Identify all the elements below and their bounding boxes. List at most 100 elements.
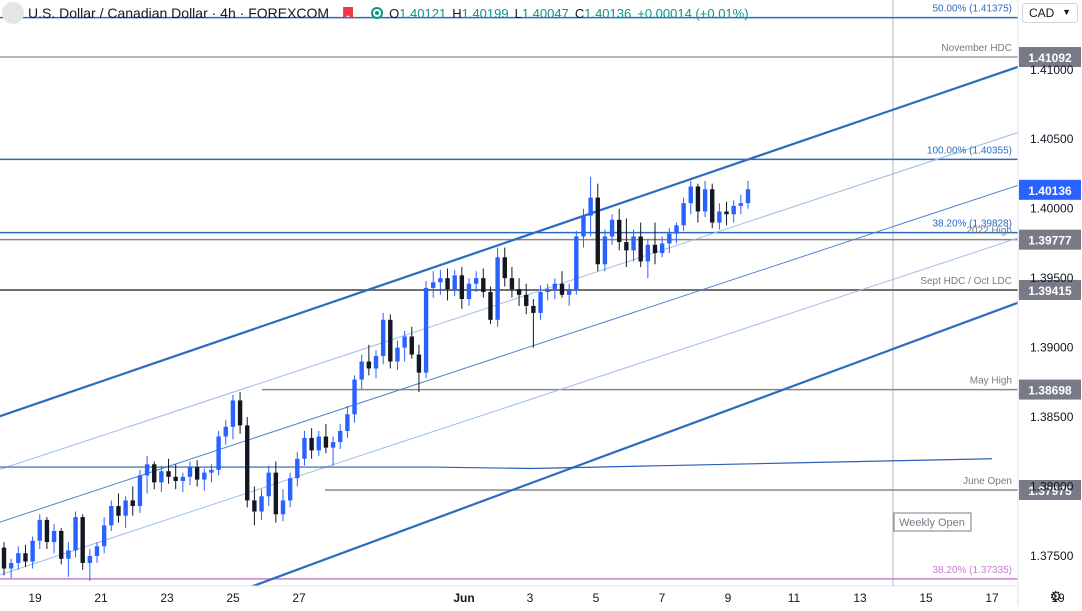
- candle-body: [466, 283, 472, 299]
- last-price-text: 1.40136: [1028, 184, 1072, 198]
- candle-body: [416, 354, 422, 373]
- channel-inner-upper-line: [0, 131, 1018, 470]
- y-tick-label: 1.39000: [1030, 341, 1074, 355]
- candle-body: [710, 189, 715, 223]
- price-tag-text: 1.39415: [1028, 284, 1072, 298]
- candle-body: [302, 437, 307, 459]
- candle-body: [745, 189, 751, 204]
- level-label: 38.20% (1.37335): [932, 565, 1012, 576]
- candle-body: [152, 464, 157, 483]
- y-tick-label: 1.40500: [1030, 132, 1074, 146]
- candle-body: [609, 219, 615, 237]
- level-label: November HDC: [941, 43, 1012, 54]
- candle-body: [44, 519, 50, 543]
- candle-body: [287, 478, 293, 501]
- candle-body: [695, 186, 701, 212]
- candle-body: [674, 225, 679, 234]
- candle-body: [94, 546, 100, 556]
- candle-body: [66, 550, 71, 559]
- x-tick-label: 23: [160, 591, 174, 605]
- candle-body: [202, 472, 207, 480]
- level-label: 38.20% (1.39828): [932, 219, 1012, 230]
- candle-body: [574, 236, 579, 290]
- x-tick-label: 17: [985, 591, 999, 605]
- level-label: 50.00% (1.41375): [932, 4, 1012, 15]
- tradingview-logo: [2, 2, 24, 24]
- price-tag-text: 1.41092: [1028, 51, 1072, 65]
- candle-body: [459, 275, 465, 299]
- low-label: L: [514, 5, 522, 21]
- channel-upper-line: [0, 65, 1018, 418]
- candle-body: [123, 500, 128, 516]
- candle-body: [280, 500, 286, 515]
- y-tick-label: 1.38000: [1030, 480, 1074, 494]
- flag-icon[interactable]: [343, 7, 354, 19]
- candle-body: [681, 203, 686, 226]
- price-tag-text: 1.39777: [1028, 234, 1072, 248]
- currency-selector[interactable]: CAD ▼: [1022, 3, 1078, 23]
- candle-body: [338, 430, 343, 443]
- candle-body: [245, 425, 250, 501]
- x-tick-label: 3: [527, 591, 534, 605]
- candle-body: [431, 282, 436, 288]
- candle-body: [330, 442, 336, 448]
- candle-body: [731, 205, 736, 215]
- price-tag-box: [1019, 379, 1081, 400]
- candle-body: [724, 211, 729, 215]
- candle-body: [352, 379, 357, 415]
- y-tick-label: 1.39500: [1030, 271, 1074, 285]
- candle-body: [438, 278, 443, 283]
- weekly-open-label: Weekly Open: [899, 517, 965, 529]
- candle-body: [116, 505, 121, 516]
- level-label: May High: [970, 376, 1012, 387]
- eye-icon[interactable]: [371, 7, 384, 19]
- candle-body: [645, 244, 651, 262]
- y-tick-label: 1.37500: [1030, 549, 1074, 563]
- candle-body: [80, 517, 85, 563]
- candle-body: [216, 436, 221, 470]
- price-tag-text: 1.38698: [1028, 384, 1072, 398]
- candle-body: [266, 472, 271, 497]
- candle-body: [159, 471, 164, 483]
- y-tick-label: 1.38500: [1030, 410, 1074, 424]
- candle-body: [130, 500, 135, 506]
- candle-body: [445, 278, 450, 290]
- last-price-box: [1019, 179, 1081, 200]
- candle-body: [101, 525, 107, 547]
- candle-body: [23, 553, 28, 562]
- price-tag-box: [1019, 279, 1081, 300]
- candle-body: [237, 400, 243, 426]
- level-label: 100.00% (1.40355): [927, 145, 1012, 156]
- candle-body: [566, 289, 572, 295]
- candle-body: [659, 243, 665, 254]
- weekly-open-box: [893, 512, 972, 532]
- price-tag-box: [1019, 47, 1081, 67]
- candle-body: [617, 219, 622, 243]
- candle-body: [495, 257, 500, 320]
- ohlc-legend: U.S. Dollar / Canadian Dollar · 4h · FOR…: [28, 5, 749, 21]
- candle-body: [388, 319, 393, 362]
- x-tick-label: 25: [226, 591, 240, 605]
- x-tick-label: 27: [292, 591, 306, 605]
- y-tick-label: 1.40000: [1030, 202, 1074, 216]
- candle-body: [409, 336, 414, 355]
- channel-median-line: [0, 184, 1018, 523]
- symbol-title[interactable]: U.S. Dollar / Canadian Dollar · 4h · FOR…: [28, 5, 330, 21]
- channel-lower-line: [250, 301, 1018, 586]
- candle-body: [380, 319, 386, 356]
- settings-icon[interactable]: ⚙: [1049, 588, 1062, 604]
- x-tick-label: 9: [725, 591, 732, 605]
- candle-body: [488, 292, 493, 320]
- candle-body: [667, 233, 672, 244]
- candle-body: [602, 236, 608, 265]
- candle-body: [624, 242, 629, 251]
- candle-body: [345, 414, 350, 431]
- candle-body: [30, 540, 35, 562]
- candle-body: [1, 547, 7, 569]
- candle-body: [452, 275, 457, 290]
- candle-body: [473, 278, 479, 284]
- candle-body: [8, 562, 14, 569]
- candle-body: [144, 464, 150, 476]
